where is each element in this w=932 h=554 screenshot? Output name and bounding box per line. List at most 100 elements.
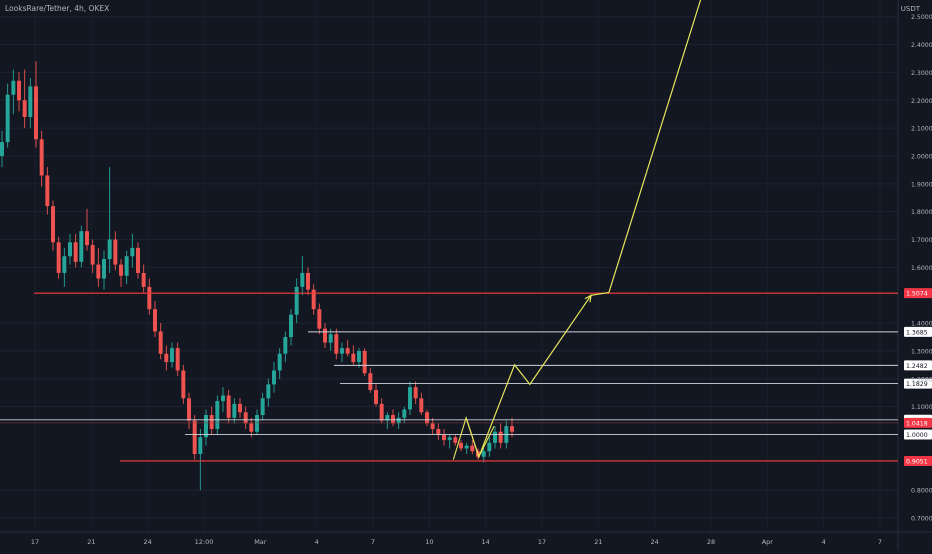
level-price-tag	[904, 326, 932, 337]
x-tick-label: 21	[87, 538, 95, 546]
candle-body	[51, 206, 55, 243]
candle-body	[79, 231, 84, 262]
level-price-tag	[904, 429, 932, 440]
candle-body	[385, 415, 390, 421]
candle-body	[447, 437, 452, 441]
level-price-label: 0.9051	[906, 458, 928, 465]
candles	[0, 61, 514, 491]
candle-body	[289, 314, 293, 338]
candle-body	[130, 247, 135, 257]
candle-body	[345, 348, 350, 354]
candle-body	[334, 334, 339, 354]
x-tick-label: 10	[425, 538, 433, 546]
candle-body	[5, 94, 10, 143]
candle-body	[470, 445, 475, 452]
candle-body	[396, 417, 401, 424]
candle-body	[85, 231, 89, 246]
candle-body	[442, 434, 446, 441]
candle-body	[311, 289, 316, 310]
level-price-tag	[904, 288, 932, 299]
candle-body	[34, 86, 38, 140]
level-price-tag	[904, 455, 932, 466]
x-tick-label: 7	[878, 538, 882, 546]
y-tick-label: 2.1000	[911, 126, 932, 133]
level-price-label: 1.1829	[906, 381, 928, 388]
candle-body	[317, 309, 322, 329]
candle-body	[187, 398, 191, 421]
x-tick-label: 12:00	[195, 538, 214, 546]
candle-body	[198, 437, 203, 455]
y-tick-label: 1.1000	[911, 404, 932, 411]
time-axis[interactable]: 17 21 24 12:00 Mar 4 7 10 14 17 21 24 28 Apr 4 7	[31, 538, 882, 546]
candle-body	[294, 286, 299, 315]
candle-body	[170, 348, 174, 363]
grid	[0, 16, 898, 519]
x-tick-label: 14	[482, 538, 490, 546]
x-tick-label: 17	[538, 538, 546, 546]
x-tick-label: 28	[707, 538, 715, 546]
candle-body	[464, 445, 469, 449]
candle-body	[419, 398, 424, 413]
x-tick-label: Mar	[254, 538, 267, 546]
price-axis[interactable]: 0.7000 0.8000 1.1000 1.2000 1.3000 1.4000 1.60…	[911, 14, 932, 522]
candle-body	[147, 286, 152, 310]
x-tick-label: 4	[315, 538, 319, 546]
candle-body	[181, 370, 186, 399]
level-price-label: 1.2482	[906, 363, 928, 370]
candle-body	[493, 431, 497, 443]
candle-body	[481, 451, 486, 457]
candle-body	[249, 423, 254, 432]
candle-body	[379, 403, 384, 421]
candle-body	[362, 350, 367, 374]
candle-body	[425, 412, 429, 424]
candle-body	[243, 412, 248, 424]
y-tick-label: 1.6000	[911, 265, 932, 272]
candle-body	[73, 242, 78, 262]
y-tick-label: 1.4000	[911, 321, 932, 328]
horizontal-levels: 1.50741.36851.24821.18291.05281.04181.00…	[0, 288, 932, 466]
x-tick-label: 17	[31, 538, 39, 546]
level-price-tag	[904, 417, 932, 428]
y-tick-label: 2.0000	[911, 153, 932, 160]
candle-body	[141, 272, 146, 287]
symbol-title[interactable]: LooksRare/Tether, 4h, OKEX	[5, 4, 110, 13]
x-tick-label: 21	[594, 538, 602, 546]
candle-body	[357, 350, 361, 363]
candle-body	[209, 415, 214, 429]
candle-body	[238, 403, 242, 413]
candle-body	[28, 86, 33, 117]
level-price-tag	[904, 360, 932, 371]
candle-body	[510, 426, 514, 432]
currency-label[interactable]: USDT	[900, 5, 920, 13]
candle-body	[436, 428, 441, 435]
candle-body	[260, 398, 265, 416]
candle-body	[232, 403, 237, 418]
y-tick-label: 2.4000	[911, 42, 932, 49]
candle-body	[272, 370, 276, 385]
candle-body	[221, 395, 225, 402]
candle-body	[119, 264, 123, 276]
x-tick-label: 24	[144, 538, 152, 546]
candle-body	[300, 272, 305, 287]
candle-body	[215, 401, 220, 429]
candle-body	[204, 415, 208, 438]
level-price-label: 1.0000	[906, 432, 928, 439]
candle-body	[0, 142, 4, 156]
level-price-tag	[904, 378, 932, 389]
candle-body	[266, 384, 271, 399]
candle-body	[192, 420, 197, 455]
candle-body	[408, 387, 412, 410]
candle-body	[102, 259, 106, 279]
level-price-label: 1.0418	[906, 420, 928, 427]
projection-zigzag	[452, 415, 495, 460]
candle-body	[136, 247, 140, 273]
candle-body	[124, 256, 129, 276]
candle-body	[368, 373, 373, 390]
y-tick-label: 2.2000	[911, 98, 932, 105]
y-tick-label: 1.8000	[911, 209, 932, 216]
candle-body	[277, 353, 282, 371]
candle-body	[374, 389, 378, 404]
candle-body	[255, 415, 259, 432]
